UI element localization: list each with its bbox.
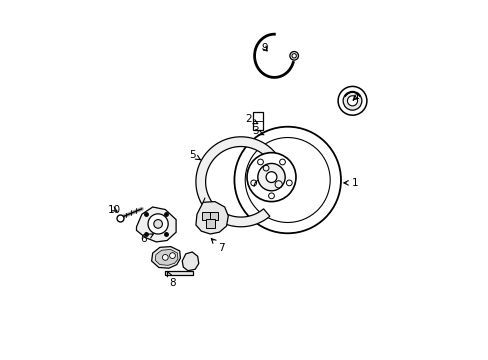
Polygon shape [164,271,193,275]
Text: 1: 1 [343,178,358,188]
Circle shape [265,172,276,183]
Polygon shape [196,137,281,227]
Text: 3: 3 [251,126,264,136]
Circle shape [289,51,298,60]
Polygon shape [151,247,180,268]
Bar [209,212,218,220]
Polygon shape [136,207,176,242]
Text: 4: 4 [351,93,358,103]
Circle shape [337,86,366,115]
Text: 9: 9 [261,42,267,53]
Text: 10: 10 [107,204,121,215]
Circle shape [347,96,357,106]
Text: 2: 2 [244,114,257,124]
Circle shape [234,127,340,233]
Bar [253,112,263,130]
Polygon shape [196,202,228,234]
Circle shape [169,253,175,258]
Bar [205,219,214,228]
Polygon shape [182,252,199,271]
Circle shape [148,214,168,234]
Circle shape [162,255,168,260]
Text: 7: 7 [211,239,224,253]
Circle shape [257,163,285,191]
Circle shape [343,91,361,110]
Text: 5: 5 [188,150,201,160]
Text: 8: 8 [167,272,176,288]
Circle shape [153,220,162,228]
Polygon shape [155,249,178,265]
Circle shape [246,153,295,202]
Text: 6: 6 [140,234,153,244]
Bar [202,212,211,220]
Circle shape [291,54,296,58]
